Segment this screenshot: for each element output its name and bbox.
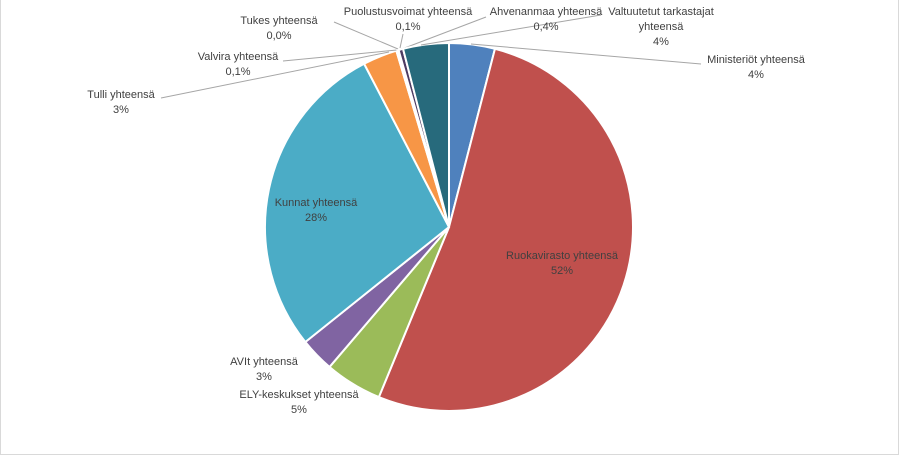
data-label-value: 52% bbox=[550, 265, 574, 277]
data-label-4: Kunnat yhteensä 28% bbox=[275, 196, 358, 226]
leader-line-5 bbox=[160, 51, 390, 99]
leader-line-10 bbox=[420, 14, 602, 46]
data-label-name: ELY-keskukset yhteensä bbox=[239, 389, 359, 401]
data-label-value: 3% bbox=[113, 104, 129, 116]
data-label-0: Ministeriöt yhteensä 4% bbox=[707, 53, 805, 83]
data-label-value: 0,4% bbox=[533, 21, 559, 33]
data-label-name: Ahvenanmaa yhteensä bbox=[489, 6, 603, 18]
data-label-name: Ruokavirasto yhteensä bbox=[506, 250, 618, 262]
pie-slice-4 bbox=[264, 62, 451, 344]
data-label-value: 3% bbox=[256, 371, 272, 383]
leader-line-9 bbox=[401, 16, 487, 50]
data-label-value: 4% bbox=[748, 69, 764, 81]
data-label-1: Ruokavirasto yhteensä 52% bbox=[506, 249, 618, 279]
data-label-value: 4% bbox=[653, 36, 669, 48]
data-label-value: 0,0% bbox=[266, 30, 292, 42]
data-label-name: Puolustusvoimat yhteensä bbox=[343, 6, 473, 18]
data-label-name: Tulli yhteensä bbox=[87, 89, 155, 101]
data-label-value: 0,1% bbox=[225, 66, 251, 78]
data-label-8: Puolustusvoimat yhteensä 0,1% bbox=[344, 5, 472, 35]
data-label-value: 5% bbox=[291, 404, 307, 416]
data-label-6: Valvira yhteensä 0,1% bbox=[198, 50, 279, 80]
data-label-name: Tukes yhteensä bbox=[240, 15, 318, 27]
data-label-3: AVIt yhteensä 3% bbox=[230, 355, 298, 385]
data-label-name: Valtuutetut tarkastajat yhteensä bbox=[608, 6, 714, 33]
leader-line-7 bbox=[333, 21, 399, 50]
data-label-5: Tulli yhteensä 3% bbox=[87, 88, 154, 118]
data-label-name: AVIt yhteensä bbox=[230, 356, 298, 368]
data-label-name: Ministeriöt yhteensä bbox=[707, 54, 805, 66]
data-label-value: 28% bbox=[304, 212, 328, 224]
data-label-value: 0,1% bbox=[395, 21, 421, 33]
data-label-9: Ahvenanmaa yhteensä 0,4% bbox=[490, 5, 603, 35]
leader-line-0 bbox=[470, 43, 702, 65]
pie-slice-1 bbox=[377, 47, 634, 412]
leader-line-8 bbox=[399, 33, 404, 49]
data-label-2: ELY-keskukset yhteensä 5% bbox=[239, 388, 358, 418]
data-label-name: Valvira yhteensä bbox=[197, 51, 279, 63]
data-label-10: Valtuutetut tarkastajat yhteensä 4% bbox=[601, 5, 721, 50]
data-label-7: Tukes yhteensä 0,0% bbox=[240, 14, 317, 44]
leader-line-6 bbox=[282, 49, 398, 62]
data-label-name: Kunnat yhteensä bbox=[274, 197, 358, 209]
